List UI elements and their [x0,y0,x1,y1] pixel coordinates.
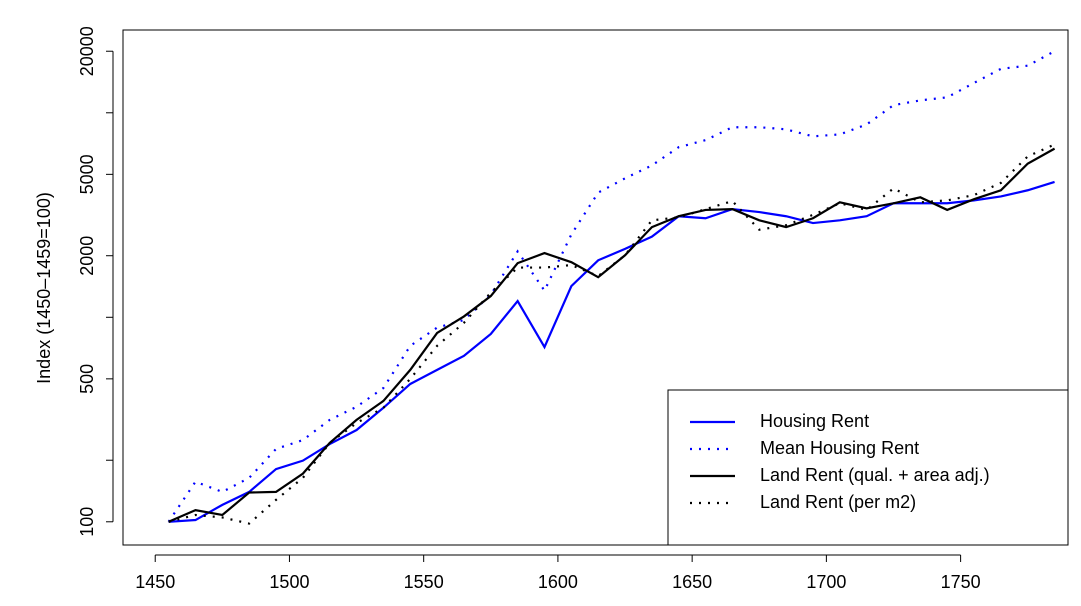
legend-label: Land Rent (qual. + area adj.) [760,465,990,485]
y-tick-label: 500 [77,364,97,394]
plot-frame [122,29,1069,546]
y-axis-label: Index (1450–1459=100) [34,192,54,384]
y-tick-label: 100 [77,507,97,537]
x-tick-label: 1750 [941,572,981,592]
line-series [168,147,1056,523]
x-tick-label: 1650 [672,572,712,592]
x-tick-label: 1500 [269,572,309,592]
x-tick-label: 1450 [135,572,175,592]
legend-box [667,389,1069,546]
line-series [168,143,1056,525]
y-tick-label: 20000 [77,26,97,76]
x-tick-label: 1550 [404,572,444,592]
legend-label: Land Rent (per m2) [760,492,916,512]
y-tick-label: 5000 [77,154,97,194]
x-tick-label: 1600 [538,572,578,592]
legend-label: Housing Rent [760,411,869,431]
legend-label: Mean Housing Rent [760,438,919,458]
line-series [168,180,1055,523]
x-tick-label: 1700 [806,572,846,592]
y-tick-label: 2000 [77,236,97,276]
